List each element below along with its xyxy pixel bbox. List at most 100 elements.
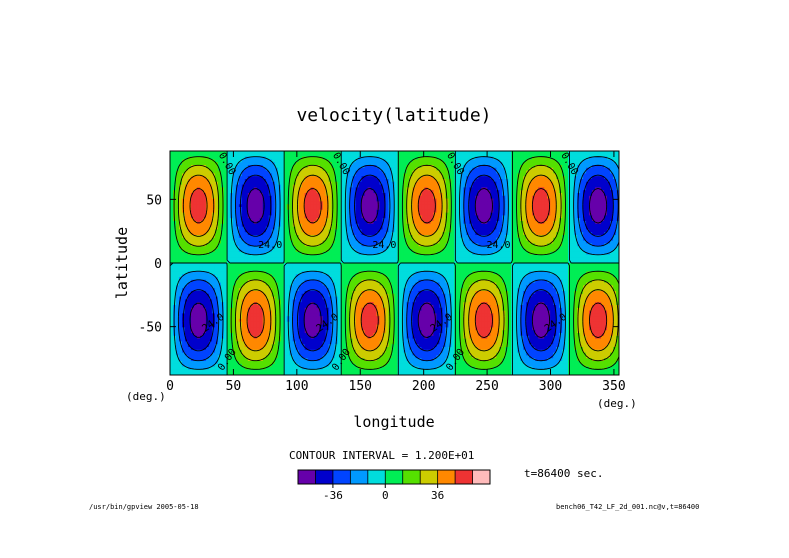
contour-fill-cell (346, 165, 351, 169)
contour-fill-cell (502, 173, 506, 177)
contour-fill-cell (496, 173, 500, 177)
contour-fill-cell (397, 193, 402, 197)
contour-fill-cell (613, 195, 617, 200)
contour-fill-cell (379, 170, 384, 174)
contour-fill-cell (523, 162, 527, 166)
contour-fill-cell (352, 187, 357, 191)
contour-fill-cell (535, 173, 539, 177)
contour-fill-cell (541, 151, 545, 155)
contour-fill-cell (493, 176, 497, 180)
contour-fill-cell (340, 181, 345, 186)
contour-fill-cell (412, 170, 417, 174)
contour-fill-cell (427, 153, 432, 158)
contour-fill-cell (400, 167, 405, 172)
contour-fill-cell (331, 176, 336, 180)
contour-fill-cell (310, 162, 315, 166)
contour-fill-cell (175, 156, 180, 160)
contour-fill-cell (325, 181, 330, 186)
contour-fill-cell (586, 159, 590, 163)
contour-fill-cell (394, 153, 399, 158)
contour-fill-cell (196, 156, 201, 160)
contour-fill-cell (496, 162, 500, 166)
contour-fill-cell (337, 153, 342, 158)
contour-fill-cell (448, 193, 452, 197)
contour-fill-cell (373, 156, 378, 160)
contour-fill-cell (256, 193, 261, 197)
contour-fill-cell (241, 170, 246, 174)
contour-fill-cell (424, 156, 429, 160)
contour-fill-cell (490, 159, 494, 163)
contour-fill-cell (397, 179, 402, 183)
contour-fill-cell (340, 167, 345, 172)
contour-fill-cell (274, 176, 279, 180)
contour-fill-cell (406, 193, 411, 197)
contour-fill-cell (262, 153, 267, 158)
contour-fill-cell (190, 167, 195, 172)
contour-fill-cell (232, 198, 237, 202)
contour-fill-cell (574, 176, 578, 180)
contour-fill-cell (451, 159, 455, 163)
contour-fill-cell (577, 170, 581, 174)
contour-fill-cell (523, 187, 527, 191)
contour-fill-cell (460, 187, 464, 191)
contour-fill-cell (220, 165, 225, 169)
contour-fill-cell (382, 179, 387, 183)
contour-fill-cell (430, 181, 435, 186)
contour-fill-cell (472, 173, 476, 177)
contour-fill-cell (517, 187, 521, 191)
contour-fill-cell (355, 167, 360, 172)
contour-fill-cell (418, 156, 423, 160)
contour-fill-cell (193, 195, 198, 200)
contour-fill-cell (604, 193, 608, 197)
contour-fill-cell (322, 173, 327, 177)
contour-fill-cell (283, 153, 288, 158)
contour-fill-cell (307, 181, 312, 186)
contour-fill-cell (271, 190, 276, 194)
contour-fill-cell (418, 159, 423, 163)
contour-fill-cell (322, 176, 327, 180)
contour-fill-cell (316, 159, 321, 163)
contour-fill-cell (217, 165, 222, 169)
contour-fill-cell (586, 181, 590, 186)
contour-fill-cell (529, 173, 533, 177)
contour-fill-cell (559, 167, 563, 172)
contour-fill-cell (253, 198, 258, 202)
contour-fill-cell (565, 162, 569, 166)
contour-fill-cell (376, 193, 381, 197)
contour-fill-cell (553, 187, 557, 191)
contour-fill-cell (403, 153, 408, 158)
contour-fill-cell (508, 162, 512, 166)
contour-fill-cell (259, 176, 264, 180)
contour-fill-cell (607, 190, 611, 194)
contour-fill-cell (259, 195, 264, 200)
contour-fill-cell (355, 159, 360, 163)
contour-fill-cell (214, 156, 219, 160)
contour-fill-cell (535, 195, 539, 200)
contour-fill-cell (451, 179, 455, 183)
contour-fill-cell (586, 162, 590, 166)
contour-fill-cell (286, 151, 291, 155)
contour-fill-cell (199, 176, 204, 180)
contour-fill-cell (301, 165, 306, 169)
contour-fill-cell (289, 190, 294, 194)
contour-fill-cell (349, 179, 354, 183)
contour-fill-cell (208, 170, 213, 174)
contour-fill-cell (499, 184, 503, 188)
contour-fill-cell (298, 173, 303, 177)
contour-fill-cell (439, 187, 443, 191)
contour-fill-cell (346, 193, 351, 197)
contour-fill-cell (205, 173, 210, 177)
contour-fill-cell (280, 173, 285, 177)
contour-fill-cell (340, 179, 345, 183)
contour-fill-cell (238, 184, 243, 188)
contour-fill-cell (262, 167, 267, 172)
contour-fill-cell (421, 159, 426, 163)
contour-fill-cell (613, 173, 617, 177)
contour-fill-cell (571, 193, 575, 197)
contour-fill-cell (331, 165, 336, 169)
contour-fill-cell (313, 170, 318, 174)
contour-fill-cell (613, 153, 617, 158)
contour-fill-cell (214, 193, 219, 197)
contour-fill-cell (409, 198, 414, 202)
contour-fill-cell (514, 195, 518, 200)
